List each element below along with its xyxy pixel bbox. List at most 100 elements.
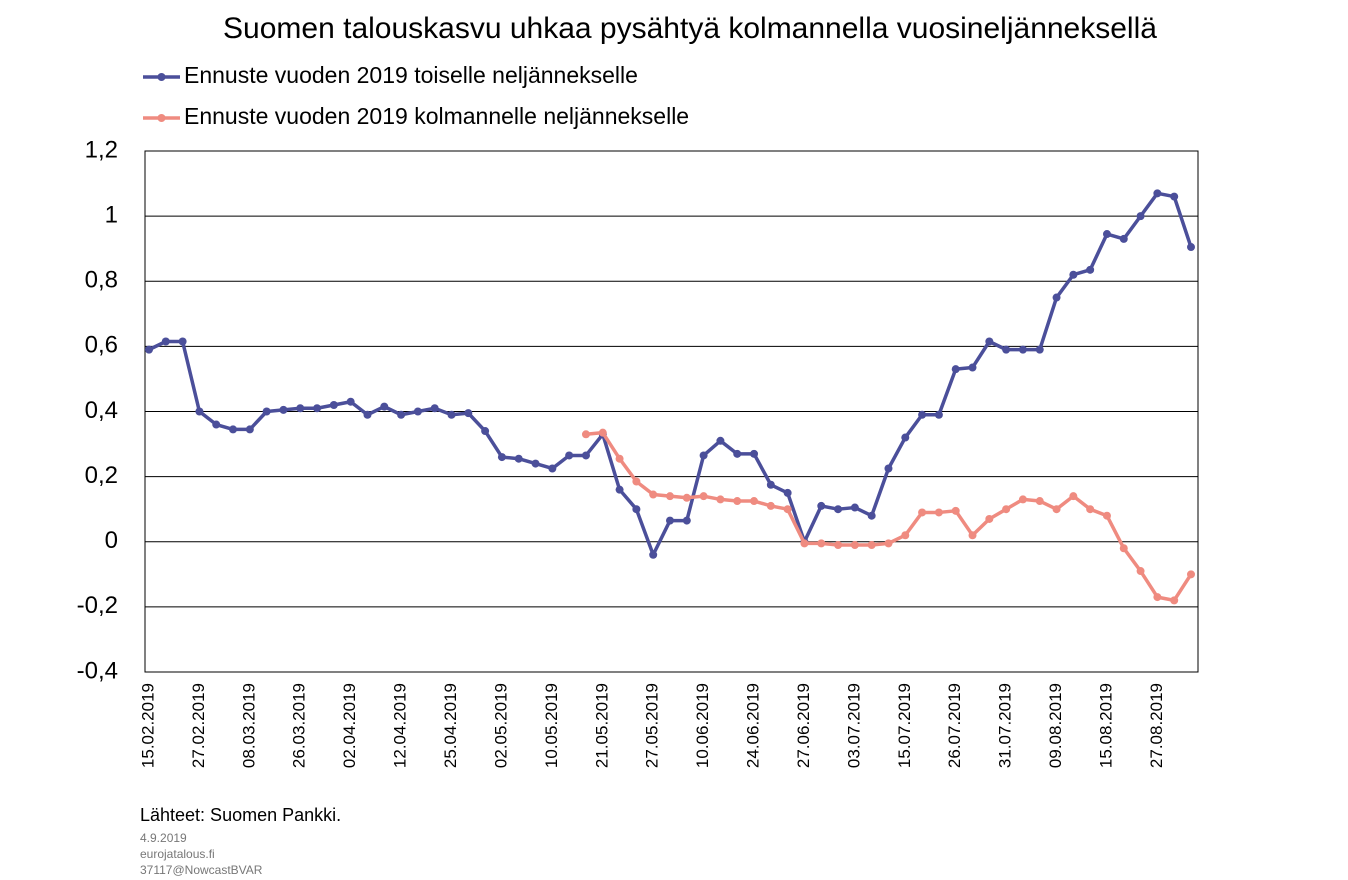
point [934, 508, 943, 517]
x-tick-label: 09.08.2019 [1046, 683, 1065, 768]
footnote: 4.9.2019 [140, 831, 187, 845]
point [1136, 567, 1145, 576]
point [615, 485, 624, 494]
point [145, 345, 153, 354]
point [699, 451, 708, 460]
point [497, 453, 506, 462]
point [649, 490, 658, 499]
point [1119, 544, 1128, 553]
point [598, 428, 607, 437]
legend-marker [157, 114, 166, 122]
x-tick-label: 15.02.2019 [138, 683, 157, 768]
legend-marker [157, 73, 166, 81]
point [447, 410, 456, 419]
point [279, 405, 288, 414]
x-tick-label: 25.04.2019 [441, 683, 460, 768]
point [212, 420, 221, 429]
point [1069, 270, 1078, 279]
x-tick-label: 27.02.2019 [189, 683, 208, 768]
point [481, 427, 490, 436]
y-tick-label: 0,8 [85, 267, 118, 294]
point [346, 397, 355, 406]
y-tick-label: -0,4 [77, 657, 118, 684]
point [733, 497, 742, 506]
point [985, 514, 994, 523]
y-tick-label: 0 [105, 527, 118, 554]
point [951, 506, 960, 515]
point [951, 365, 960, 374]
point [161, 337, 170, 346]
x-tick-label: 10.05.2019 [542, 683, 561, 768]
y-tick-label: 1,2 [85, 136, 118, 163]
point [850, 503, 859, 512]
point [968, 363, 977, 372]
point [1002, 345, 1011, 354]
x-tick-label: 27.05.2019 [643, 683, 662, 768]
point [750, 497, 759, 506]
point [514, 454, 523, 463]
x-tick-label: 24.06.2019 [744, 683, 763, 768]
point [329, 400, 338, 409]
point [666, 492, 674, 501]
legend-label: Ennuste vuoden 2019 kolmannelle neljänne… [184, 103, 689, 129]
point [565, 451, 574, 460]
x-tick-label: 26.07.2019 [945, 683, 964, 768]
point [1170, 192, 1179, 201]
point [985, 337, 994, 346]
point [1002, 505, 1011, 514]
x-tick-label: 31.07.2019 [996, 683, 1015, 768]
point [1086, 505, 1095, 514]
point [1119, 234, 1128, 243]
footnote: 37117@NowcastBVAR [140, 863, 263, 877]
point [262, 407, 271, 416]
point [464, 409, 473, 418]
point [632, 505, 641, 514]
series-line [585, 430, 1193, 603]
x-tick-label: 15.07.2019 [895, 683, 914, 768]
point [1187, 243, 1195, 252]
x-tick-label: 03.07.2019 [844, 683, 863, 768]
point [850, 541, 859, 550]
point [1187, 570, 1195, 579]
point [783, 488, 792, 497]
legend-label: Ennuste vuoden 2019 toiselle neljännekse… [184, 62, 638, 88]
point [800, 539, 809, 548]
y-tick-label: 0,2 [85, 462, 118, 489]
point [380, 402, 389, 411]
point [834, 505, 843, 514]
point [716, 495, 725, 504]
point [649, 550, 658, 559]
point [968, 531, 977, 540]
point [1153, 593, 1162, 602]
plot-border [144, 150, 1199, 673]
y-tick-label: 0,6 [85, 332, 118, 359]
point [245, 425, 254, 434]
point [413, 407, 422, 416]
point [699, 492, 708, 501]
point [666, 516, 674, 525]
y-tick-label: 1 [105, 201, 118, 228]
point [1052, 505, 1061, 514]
point [1018, 495, 1027, 504]
point [934, 410, 943, 419]
point [733, 449, 742, 458]
point [884, 539, 893, 548]
x-tick-label: 08.03.2019 [239, 683, 258, 768]
x-tick-label: 15.08.2019 [1096, 683, 1115, 768]
x-tick-label: 27.06.2019 [794, 683, 813, 768]
point [901, 531, 910, 540]
point [581, 430, 590, 439]
point [363, 410, 372, 419]
point [682, 493, 691, 502]
point [817, 539, 826, 548]
point [313, 404, 322, 413]
x-tick-label: 26.03.2019 [290, 683, 309, 768]
point [766, 501, 775, 510]
x-tick-label: 10.06.2019 [693, 683, 712, 768]
chart-title: Suomen talouskasvu uhkaa pysähtyä kolman… [223, 12, 1157, 45]
point [867, 541, 876, 550]
point [397, 410, 406, 419]
point [783, 505, 792, 514]
y-tick-label: -0,2 [77, 592, 118, 619]
